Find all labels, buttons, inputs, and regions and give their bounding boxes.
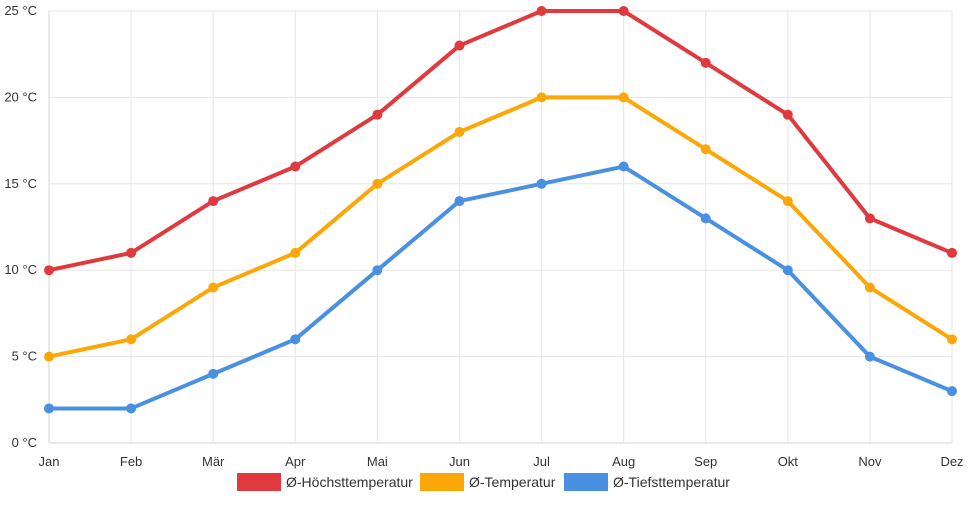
data-point[interactable] (126, 247, 137, 258)
legend: Ø-Höchsttemperatur Ø-Temperatur Ø-Tiefstte… (237, 473, 730, 491)
series-group (44, 92, 957, 362)
data-point[interactable] (782, 265, 793, 276)
x-tick-label: Mai (367, 454, 388, 469)
data-point[interactable] (372, 109, 383, 120)
x-tick-label: Mär (202, 454, 225, 469)
data-point[interactable] (290, 247, 301, 258)
data-point[interactable] (782, 196, 793, 207)
data-point[interactable] (208, 282, 219, 293)
legend-label: Ø-Temperatur (469, 474, 556, 490)
x-tick-label: Aug (612, 454, 635, 469)
data-point[interactable] (536, 178, 547, 189)
data-point[interactable] (44, 351, 54, 362)
data-point[interactable] (782, 109, 793, 120)
x-tick-label: Okt (778, 454, 799, 469)
data-point[interactable] (126, 403, 137, 414)
data-point[interactable] (536, 92, 547, 103)
data-point[interactable] (454, 196, 465, 207)
y-tick-label: 0 °C (12, 435, 37, 450)
data-point[interactable] (618, 92, 629, 103)
x-tick-label: Jul (533, 454, 550, 469)
data-point[interactable] (44, 265, 54, 276)
data-point[interactable] (290, 161, 301, 172)
x-tick-label: Nov (858, 454, 882, 469)
data-point[interactable] (44, 403, 54, 414)
legend-label: Ø-Höchsttemperatur (286, 474, 413, 490)
series-group (44, 6, 957, 276)
data-point[interactable] (290, 334, 301, 345)
data-point[interactable] (372, 265, 383, 276)
x-tick-label: Dez (940, 454, 963, 469)
data-point[interactable] (700, 57, 711, 68)
y-tick-label: 25 °C (4, 3, 37, 18)
data-point[interactable] (618, 6, 629, 16)
y-axis-ticks: 0 °C 5 °C 10 °C 15 °C 20 °C 25 °C (4, 3, 37, 450)
legend-item[interactable]: Ø-Höchsttemperatur (237, 473, 413, 491)
grid-layer (48, 10, 953, 444)
y-tick-label: 15 °C (4, 176, 37, 191)
data-point[interactable] (864, 351, 875, 362)
legend-swatch (420, 473, 464, 491)
x-tick-label: Jan (39, 454, 60, 469)
data-point[interactable] (618, 161, 629, 172)
y-tick-label: 20 °C (4, 89, 37, 104)
legend-swatch (237, 473, 281, 491)
data-point[interactable] (947, 247, 957, 258)
series-group (44, 161, 957, 414)
data-point[interactable] (208, 196, 219, 207)
series-line (47, 95, 954, 359)
y-tick-label: 10 °C (4, 262, 37, 277)
data-point[interactable] (700, 144, 711, 155)
x-tick-label: Apr (285, 454, 306, 469)
x-axis-ticks: Jan Feb Mär Apr Mai Jun Jul Aug Sep Okt Nov Dez (39, 454, 964, 469)
data-point[interactable] (536, 6, 547, 16)
data-point[interactable] (864, 282, 875, 293)
data-point[interactable] (126, 334, 137, 345)
legend-item[interactable]: Ø-Temperatur (420, 473, 556, 491)
x-tick-label: Jun (449, 454, 470, 469)
x-tick-label: Feb (120, 454, 142, 469)
series-layer (44, 6, 957, 414)
data-point[interactable] (864, 213, 875, 224)
y-tick-label: 5 °C (12, 349, 37, 364)
data-point[interactable] (700, 213, 711, 224)
data-point[interactable] (947, 386, 957, 397)
data-point[interactable] (454, 40, 465, 51)
data-point[interactable] (947, 334, 957, 345)
series-line (47, 9, 954, 273)
legend-label: Ø-Tiefsttemperatur (613, 474, 730, 490)
data-point[interactable] (454, 126, 465, 137)
data-point[interactable] (372, 178, 383, 189)
x-tick-label: Sep (694, 454, 717, 469)
series-line (47, 164, 954, 411)
data-point[interactable] (208, 368, 219, 379)
legend-swatch (564, 473, 608, 491)
legend-item[interactable]: Ø-Tiefsttemperatur (564, 473, 730, 491)
